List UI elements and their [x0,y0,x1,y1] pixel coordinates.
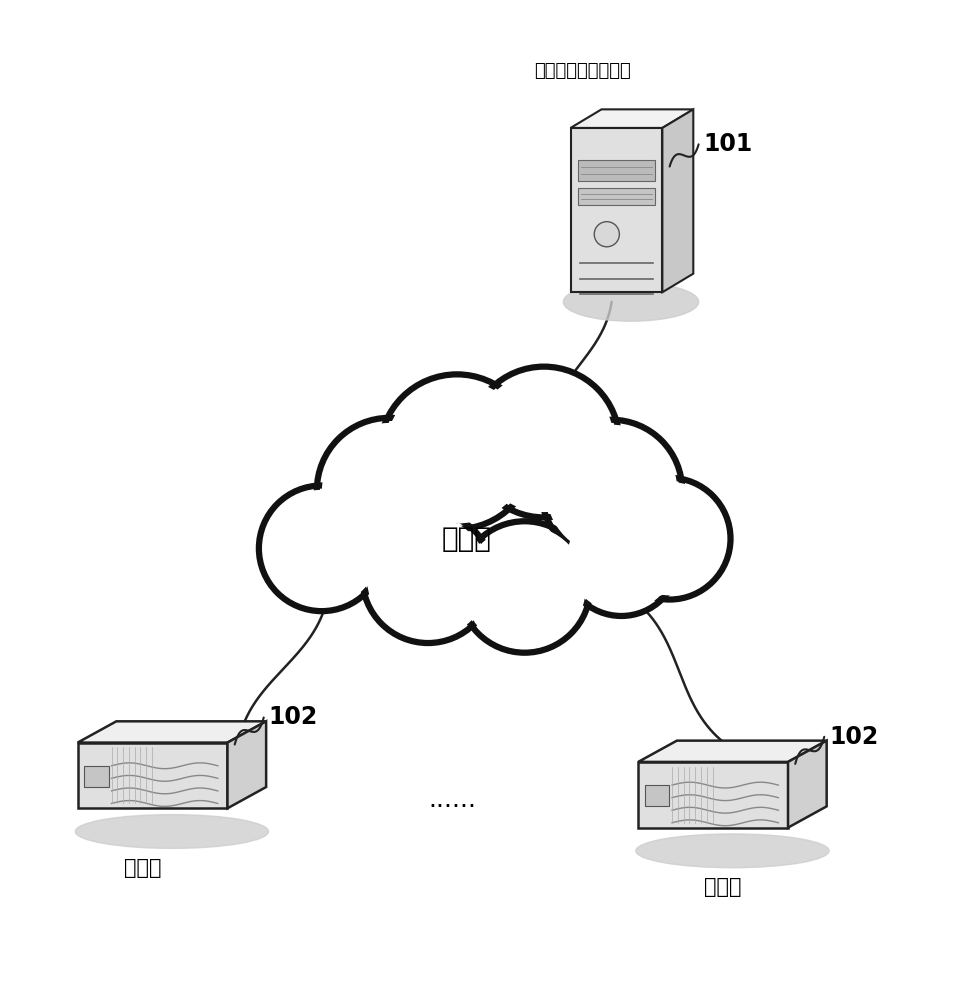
Ellipse shape [75,815,268,848]
Text: 机顶盒: 机顶盒 [704,877,742,897]
Text: 101: 101 [704,132,752,156]
Text: 广域网: 广域网 [441,525,492,553]
FancyBboxPatch shape [578,188,655,205]
FancyBboxPatch shape [578,160,655,181]
Polygon shape [227,721,266,808]
FancyBboxPatch shape [85,766,109,787]
Polygon shape [662,109,693,292]
Circle shape [594,222,619,247]
Text: 102: 102 [268,705,318,729]
Circle shape [264,491,379,606]
Circle shape [259,486,385,611]
Polygon shape [571,128,662,292]
Circle shape [474,373,613,511]
Polygon shape [571,109,693,128]
Circle shape [613,483,726,595]
Polygon shape [78,721,266,743]
Circle shape [546,425,677,555]
Text: 机顶盒: 机顶盒 [124,858,161,878]
Polygon shape [78,743,227,808]
Circle shape [386,381,528,523]
Circle shape [380,374,535,529]
Circle shape [568,505,675,611]
Circle shape [459,521,590,653]
Text: 频道画面管理服务器: 频道画面管理服务器 [535,62,631,80]
Text: 102: 102 [829,725,879,749]
Text: ......: ...... [429,788,476,812]
Polygon shape [639,741,826,762]
Polygon shape [788,741,826,828]
Ellipse shape [564,283,699,321]
Circle shape [317,418,462,563]
Polygon shape [639,762,788,828]
Circle shape [363,512,494,643]
Circle shape [564,500,679,616]
Circle shape [323,424,456,557]
FancyBboxPatch shape [645,785,669,806]
Circle shape [541,420,682,561]
Ellipse shape [636,834,829,868]
Circle shape [608,478,731,600]
Circle shape [367,517,489,638]
Circle shape [465,527,585,647]
Circle shape [469,367,619,517]
